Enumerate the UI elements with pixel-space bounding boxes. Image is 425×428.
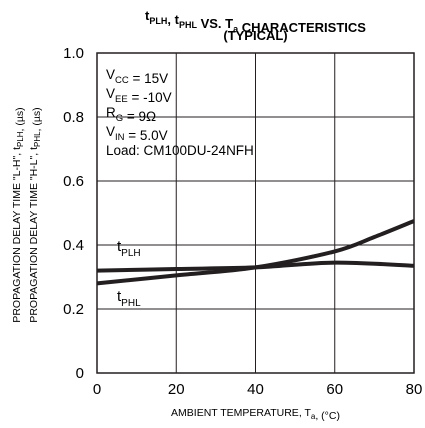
condition-line-part: Load: CM100DU-24NFH: [106, 143, 254, 158]
condition-line-part: V: [106, 67, 115, 82]
series-line-tphl: [96, 260, 415, 273]
series-label-tphl: tPHL: [117, 288, 141, 309]
condition-line: Load: CM100DU-24NFH: [106, 143, 254, 158]
condition-line: RG = 9Ω: [106, 105, 156, 124]
series-label-tplh-part: t: [117, 238, 122, 255]
condition-line: VCC = 15V: [106, 67, 168, 86]
title-line-1-part: CHARACTERISTICS: [238, 20, 366, 35]
series-label-tplh-subscript: PLH: [121, 248, 140, 259]
y-axis-title-line-1-subscript: PLH: [16, 131, 25, 147]
plot-frame: [96, 52, 415, 374]
title-line-1-subscript: a: [233, 24, 239, 34]
condition-line-part: V: [106, 124, 115, 139]
condition-line-part: = 5.0V: [125, 128, 168, 143]
series-label-tplh: tPLH: [117, 238, 141, 259]
x-axis-label: AMBIENT TEMPERATURE, Ta, (°C): [171, 407, 340, 422]
condition-line-part: = 15V: [129, 71, 168, 86]
series-label-tphl-subscript: PHL: [121, 298, 141, 309]
grid: [97, 53, 414, 373]
x-tick-label: 0: [93, 381, 101, 398]
y-axis-ticks: 0 0.2 0.4 0.6 0.8 1.0: [63, 45, 84, 382]
y-axis-title-line-2: PROPAGATION DELAY TIME "H-L", tPHL, (µs): [28, 107, 43, 322]
condition-line-subscript: G: [116, 113, 123, 124]
title-line-1-part: t: [145, 8, 150, 23]
title-line-1-subscript: PLH: [149, 16, 167, 26]
x-tick-label: 80: [406, 381, 423, 398]
x-tick-label: 40: [247, 381, 264, 398]
condition-line: VIN = 5.0V: [106, 124, 168, 143]
y-tick-label: 0.6: [63, 173, 84, 190]
condition-line-subscript: IN: [115, 132, 125, 143]
x-axis-title-part: AMBIENT TEMPERATURE, T: [171, 407, 311, 419]
x-axis-ticks: 0 20 40 60 80: [93, 381, 423, 398]
y-tick-label: 0.8: [63, 109, 84, 126]
x-tick-label: 20: [168, 381, 185, 398]
title-line-1-subscript: PHL: [179, 20, 198, 30]
y-axis-label: PROPAGATION DELAY TIME "L-H", tPLH, (µs)…: [11, 107, 43, 322]
y-axis-title-line-1-part: , (µs): [14, 107, 26, 131]
series-lines: [96, 219, 415, 286]
condition-line-part: R: [106, 105, 116, 120]
y-axis-title-line-2-part: PROPAGATION DELAY TIME "H-L", t: [28, 147, 40, 323]
series-label-tphl-part: t: [117, 288, 122, 305]
y-axis-title-line-2-subscript: PHL: [33, 131, 42, 147]
condition-line-part: = 9Ω: [123, 109, 156, 124]
y-tick-label: 0: [76, 365, 84, 382]
condition-line: VEE = -10V: [106, 86, 172, 105]
title-line-1-part: , t: [167, 12, 179, 27]
y-axis-title-line-2-part: , (µs): [31, 107, 43, 131]
chart-title: tPLH, tPHL VS. Ta CHARACTERISTICS(TYPICA…: [145, 8, 366, 43]
y-tick-label: 1.0: [63, 45, 84, 62]
y-axis-title-line-1-part: PROPAGATION DELAY TIME "L-H", t: [11, 147, 23, 323]
title-line-1-part: VS. T: [197, 16, 233, 31]
x-axis-title-part: , (°C): [315, 410, 340, 422]
series-line-tplh: [96, 219, 415, 286]
x-axis-title: AMBIENT TEMPERATURE, Ta, (°C): [171, 407, 340, 422]
x-axis-title-subscript: a: [311, 412, 316, 421]
title-line-2: (TYPICAL): [223, 28, 287, 43]
condition-line-subscript: EE: [115, 94, 128, 105]
condition-line-subscript: CC: [115, 75, 129, 86]
y-tick-label: 0.4: [63, 237, 84, 254]
condition-line-part: = -10V: [128, 90, 172, 105]
y-tick-label: 0.2: [63, 301, 84, 318]
title-line-1: tPLH, tPHL VS. Ta CHARACTERISTICS: [145, 8, 366, 35]
condition-line-part: V: [106, 86, 115, 101]
x-tick-label: 60: [326, 381, 343, 398]
y-axis-title-line-1: PROPAGATION DELAY TIME "L-H", tPLH, (µs): [11, 107, 26, 322]
